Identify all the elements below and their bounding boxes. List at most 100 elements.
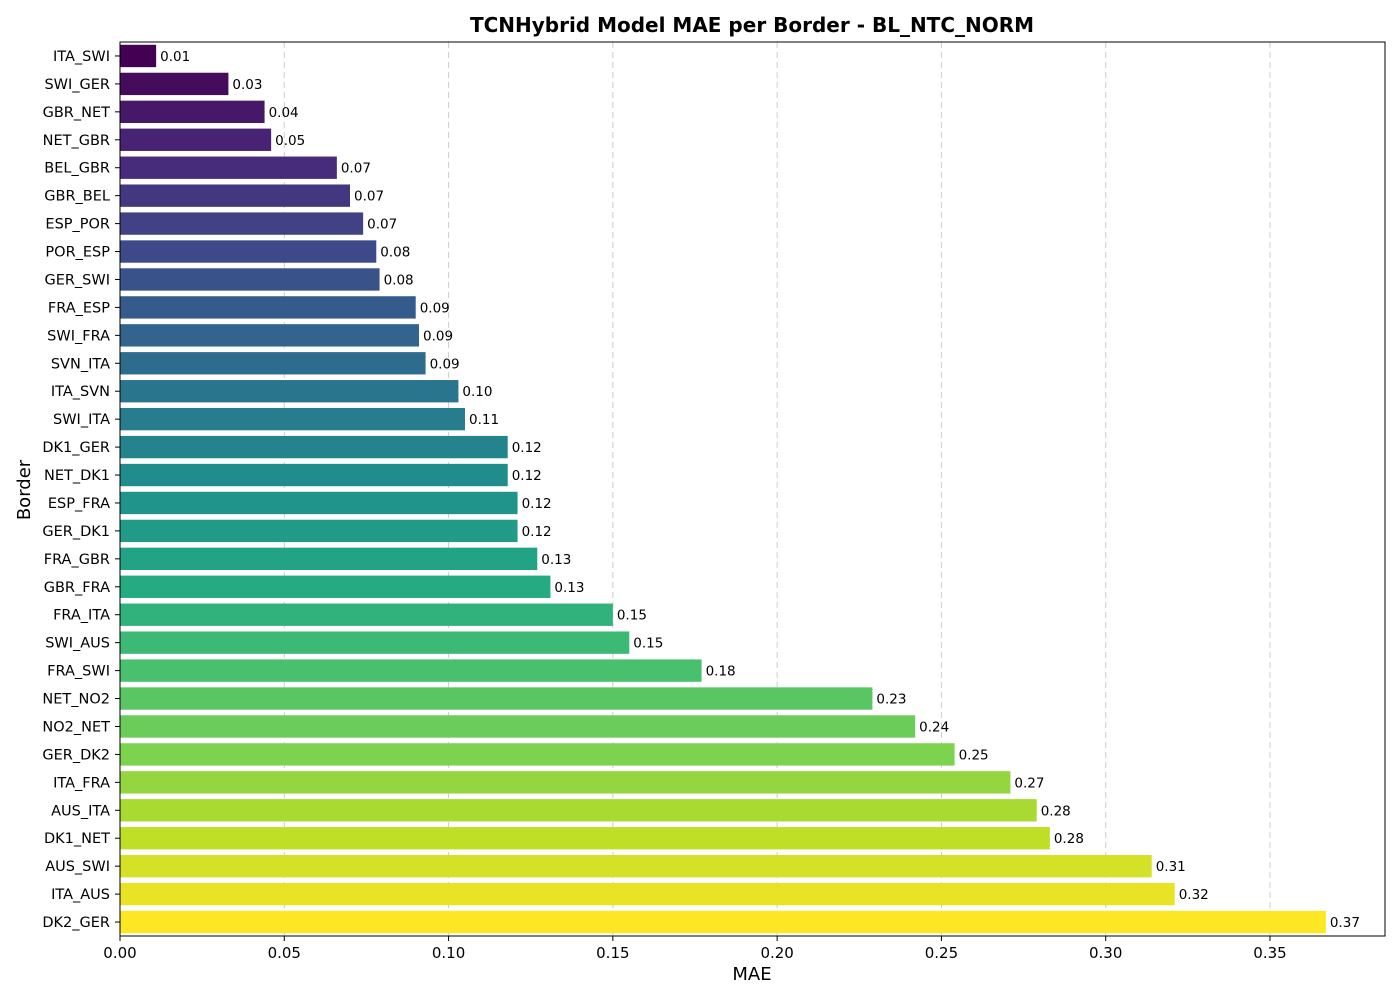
bar <box>120 44 157 68</box>
bar <box>120 100 265 124</box>
y-tick-label: ESP_POR <box>45 217 110 233</box>
y-axis-label: Border <box>14 459 35 520</box>
bar-value-label: 0.12 <box>512 468 542 484</box>
x-tick-label: 0.30 <box>1089 944 1122 962</box>
y-tick-label: AUS_ITA <box>51 803 110 819</box>
y-tick-label: ITA_FRA <box>53 775 110 791</box>
bar <box>120 575 551 598</box>
bar <box>120 184 350 207</box>
bar <box>120 407 465 431</box>
bars-layer <box>120 44 1326 934</box>
y-tick-label: BEL_GBR <box>44 161 110 177</box>
x-tick-label: 0.10 <box>432 944 465 962</box>
bar-value-label: 0.11 <box>469 412 499 428</box>
bar-value-label: 0.13 <box>541 552 571 568</box>
bar <box>120 854 1152 878</box>
bar <box>120 435 508 459</box>
bar <box>120 910 1326 934</box>
bar <box>120 212 364 235</box>
bar-value-label: 0.13 <box>554 580 584 596</box>
y-tick-label: FRA_SWI <box>47 664 110 680</box>
bar-value-label: 0.25 <box>959 747 989 763</box>
y-tick-label: ITA_SVN <box>51 384 110 400</box>
y-tick-label: FRA_ESP <box>48 300 110 316</box>
y-tick-label: SVN_ITA <box>51 356 110 372</box>
bar <box>120 240 377 263</box>
x-tick-label: 0.20 <box>760 944 793 962</box>
bar-value-label: 0.09 <box>420 300 450 316</box>
bar-value-label: 0.01 <box>160 49 190 65</box>
bar-value-label: 0.27 <box>1014 775 1044 791</box>
y-tick-label: NET_DK1 <box>44 468 110 484</box>
bar <box>120 519 518 543</box>
bar-value-label: 0.04 <box>269 105 299 121</box>
chart-title: TCNHybrid Model MAE per Border - BL_NTC_… <box>470 13 1034 37</box>
bar <box>120 156 337 179</box>
y-tick-label: FRA_ITA <box>53 608 110 624</box>
bar <box>120 743 955 766</box>
bar-value-label: 0.10 <box>462 384 492 400</box>
bar <box>120 771 1011 794</box>
bar <box>120 882 1175 906</box>
y-tick-label: DK1_NET <box>44 831 110 847</box>
x-tick-label: 0.25 <box>925 944 958 962</box>
y-tick-label: SWI_ITA <box>53 412 110 428</box>
bar <box>120 715 916 738</box>
bar-value-label: 0.37 <box>1330 915 1360 931</box>
bar <box>120 547 538 571</box>
bar-value-label: 0.03 <box>232 77 262 93</box>
bar <box>120 463 508 487</box>
y-tick-label: GER_DK1 <box>42 524 110 540</box>
y-tick-label: ITA_SWI <box>53 49 110 65</box>
bar-value-label: 0.28 <box>1054 831 1084 847</box>
bar-value-label: 0.15 <box>617 608 647 624</box>
bar <box>120 72 229 96</box>
y-tick-label: ITA_AUS <box>51 887 110 903</box>
y-tick-label: GER_SWI <box>44 272 110 288</box>
y-tick-label: ESP_FRA <box>48 496 110 512</box>
y-tick-label: DK2_GER <box>42 915 110 931</box>
x-axis-label: MAE <box>732 964 771 985</box>
y-tick-label: SWI_GER <box>44 77 110 93</box>
bar-value-label: 0.07 <box>354 189 384 205</box>
y-tick-label: GER_DK2 <box>42 747 110 763</box>
bar-value-label: 0.18 <box>706 664 736 680</box>
bar <box>120 659 702 682</box>
bar-value-label: 0.09 <box>423 328 453 344</box>
y-tick-label: GBR_BEL <box>44 189 110 205</box>
bar <box>120 631 630 654</box>
bar <box>120 352 426 375</box>
bar-value-label: 0.05 <box>275 133 305 149</box>
y-tick-label: NET_NO2 <box>42 692 110 708</box>
bar-value-label: 0.12 <box>522 524 552 540</box>
bar <box>120 296 416 319</box>
bar-value-label: 0.15 <box>633 636 663 652</box>
bar <box>120 380 459 403</box>
x-tick-label: 0.00 <box>103 944 136 962</box>
bar-value-label: 0.23 <box>876 692 906 708</box>
bar <box>120 827 1050 850</box>
bar-value-label: 0.07 <box>341 161 371 177</box>
x-tick-label: 0.35 <box>1253 944 1286 962</box>
x-tick-label: 0.15 <box>596 944 629 962</box>
bar <box>120 268 380 291</box>
bar <box>120 603 613 626</box>
bar-value-label: 0.31 <box>1156 859 1186 875</box>
bar-value-label: 0.24 <box>919 719 949 735</box>
ticks-layer: 0.00 0.05 0.10 0.15 0.20 0.25 0.30 0.35 ITA_SWI S… <box>42 49 1286 962</box>
bar-value-label: 0.09 <box>430 356 460 372</box>
y-tick-label: NO2_NET <box>42 719 110 735</box>
bar-value-label: 0.12 <box>512 440 542 456</box>
y-tick-label: POR_ESP <box>45 245 110 261</box>
y-tick-label: FRA_GBR <box>44 552 110 568</box>
bar <box>120 687 873 710</box>
y-tick-label: GBR_FRA <box>44 580 110 596</box>
y-tick-label: DK1_GER <box>42 440 110 456</box>
bar-value-label: 0.08 <box>380 245 410 261</box>
bar-value-label: 0.07 <box>367 217 397 233</box>
bar <box>120 799 1037 822</box>
y-tick-label: SWI_FRA <box>47 328 110 344</box>
y-tick-label: NET_GBR <box>43 133 110 149</box>
